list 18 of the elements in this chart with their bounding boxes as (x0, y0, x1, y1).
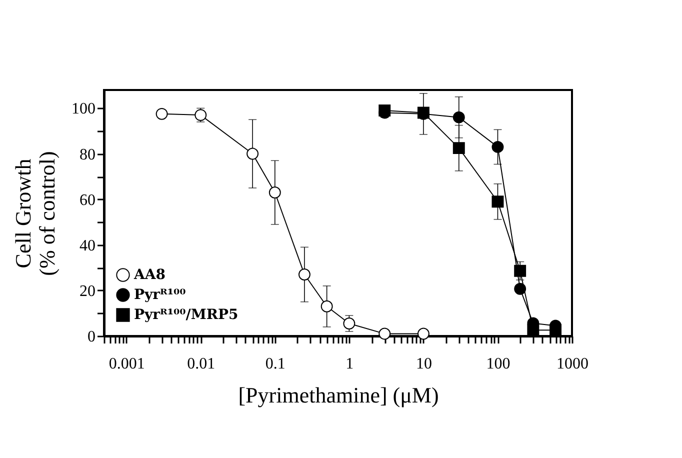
y-tick-label: 20 (80, 282, 96, 300)
x-tick-label: 0.1 (265, 356, 286, 372)
y-tick-label: 80 (80, 146, 96, 164)
y-tick-label: 40 (80, 237, 96, 254)
legend-label: Pyrᴿ¹⁰⁰ (134, 287, 186, 303)
x-tick-label: 100 (486, 356, 510, 372)
x-axis-title: [Pyrimethamine] (μM) (238, 382, 439, 408)
y-tick-label: 100 (72, 100, 96, 118)
x-tick-label: 10 (416, 356, 432, 372)
x-tick-label: 1 (346, 356, 354, 372)
legend-label: Pyrᴿ¹⁰⁰/MRP5 (134, 307, 238, 323)
y-axis-title: Cell Growth (% of control) (10, 151, 60, 276)
legend-label: AA8 (133, 267, 166, 283)
x-tick-label: 0.001 (108, 356, 145, 372)
x-tick-label: 1000 (556, 356, 588, 372)
y-tick-label: 0 (88, 328, 96, 346)
y-tick-label: 60 (80, 192, 96, 209)
x-tick-label: 0.01 (187, 356, 216, 372)
